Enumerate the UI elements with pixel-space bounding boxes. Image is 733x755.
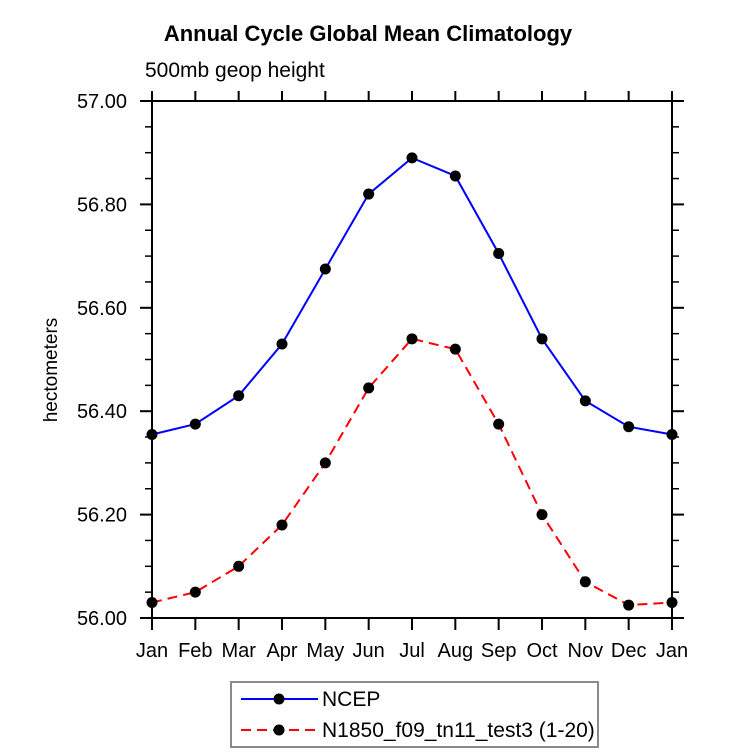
data-point — [666, 596, 678, 608]
x-tick-label: Jan — [656, 640, 688, 662]
data-point — [449, 343, 461, 355]
model-line-sample-icon — [241, 724, 318, 736]
data-point — [276, 338, 288, 350]
axes: 57.00 56.80 56.60 56.40 56.20 56.00 Jan Feb Mar A… — [77, 91, 688, 662]
chart-title: Annual Cycle Global Mean Climatology — [164, 21, 573, 46]
series-line-1 — [151, 337, 673, 607]
data-point — [623, 421, 635, 433]
data-point — [579, 395, 591, 407]
data-point — [493, 248, 505, 260]
x-tick-label: Jun — [353, 640, 385, 662]
data-point — [233, 390, 245, 402]
data-point — [363, 382, 375, 394]
x-tick-label: Mar — [221, 640, 256, 662]
y-tick-label: 57.00 — [77, 91, 127, 113]
series-line-0 — [151, 156, 673, 436]
data-point — [536, 509, 548, 521]
legend-label-model: N1850_f09_tn11_test3 (1-20) — [322, 718, 595, 742]
y-tick-label: 56.80 — [77, 194, 127, 216]
data-point — [449, 170, 461, 182]
y-tick-label: 56.40 — [77, 401, 127, 423]
x-tick-label: Sep — [481, 640, 517, 662]
x-tick-label: Feb — [178, 640, 212, 662]
legend-box: NCEP N1850_f09_tn11_test3 (1-20) — [230, 681, 599, 748]
data-point — [146, 428, 158, 440]
data-point — [493, 418, 505, 430]
x-tick-label: Nov — [568, 640, 604, 662]
y-tick-label: 56.00 — [77, 608, 127, 630]
legend-entry-ncep: NCEP — [237, 684, 597, 715]
ncep-line-sample-icon — [241, 693, 318, 705]
x-tick-label: Oct — [526, 640, 558, 662]
data-point — [233, 560, 245, 572]
legend-label-ncep: NCEP — [322, 687, 381, 711]
x-tick-label: May — [306, 640, 344, 662]
y-axis-label: hectometers — [41, 318, 62, 423]
chart-subtitle: 500mb geop height — [145, 59, 325, 82]
x-tick-label: Jul — [399, 640, 425, 662]
data-point — [666, 428, 678, 440]
data-point — [406, 333, 418, 345]
data-point — [623, 599, 635, 611]
data-point — [189, 418, 201, 430]
data-point — [189, 586, 201, 598]
data-point — [363, 188, 375, 200]
y-tick-label: 56.60 — [77, 298, 127, 320]
data-point — [319, 263, 331, 275]
data-point — [536, 333, 548, 345]
data-point — [406, 152, 418, 164]
data-point — [146, 596, 158, 608]
plot-frame — [151, 100, 673, 619]
x-tick-label: Aug — [438, 640, 474, 662]
data-point — [276, 519, 288, 531]
data-point — [579, 576, 591, 588]
legend-entry-model: N1850_f09_tn11_test3 (1-20) — [237, 715, 597, 746]
x-tick-label: Jan — [136, 640, 168, 662]
data-point — [319, 457, 331, 469]
x-tick-label: Apr — [266, 640, 297, 662]
y-tick-label: 56.20 — [77, 505, 127, 527]
data-series — [146, 152, 678, 611]
x-tick-label: Dec — [611, 640, 647, 662]
